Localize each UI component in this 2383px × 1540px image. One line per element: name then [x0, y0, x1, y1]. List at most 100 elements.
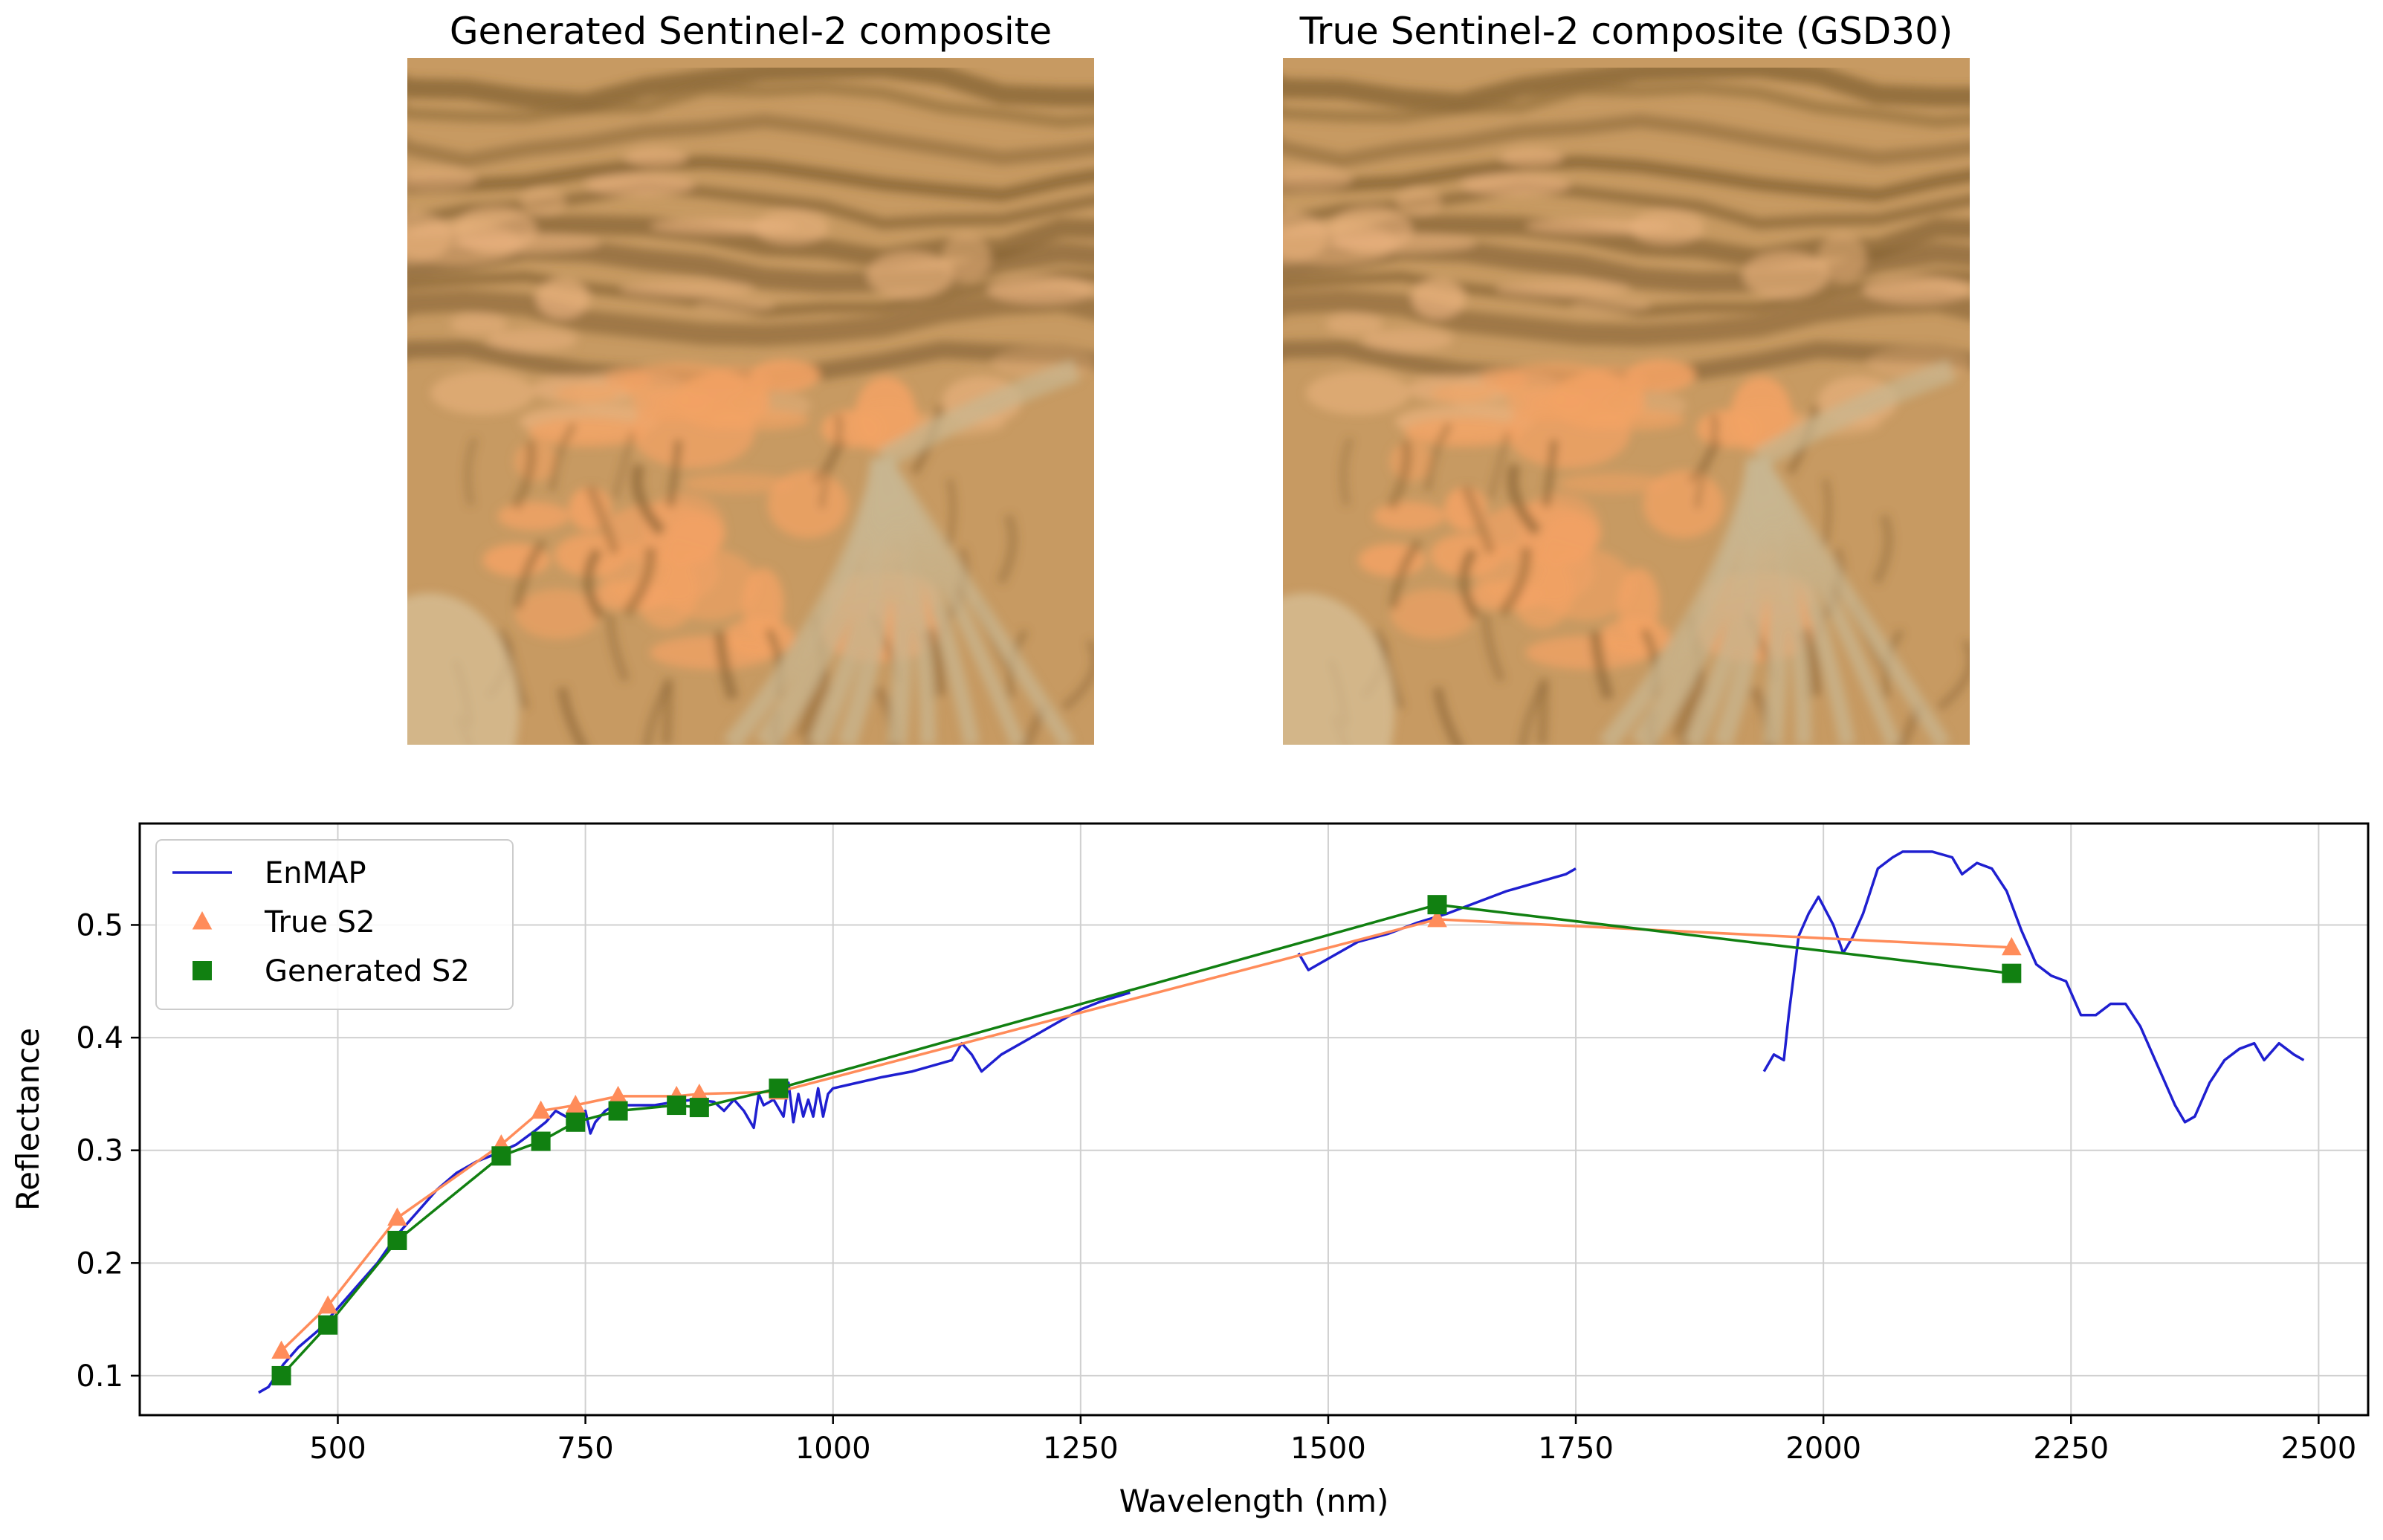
terrain-gully: [585, 484, 621, 555]
true-s2-point: [565, 1095, 586, 1113]
terrain-patch: [867, 251, 954, 299]
terrain-patch: [586, 174, 694, 196]
terrain-gully: [583, 547, 606, 621]
y-tick-label: 0.3: [76, 1134, 123, 1168]
terrain-patch: [1571, 297, 1651, 314]
generated-s2-line: [280, 903, 2012, 1377]
x-tick-label: 750: [557, 1431, 613, 1466]
terrain-slope: [682, 473, 792, 494]
generated-composite-image: [407, 58, 1094, 745]
terrain-patch: [430, 371, 534, 415]
terrain-gully: [1458, 547, 1481, 621]
y-axis-label: Reflectance: [10, 1028, 46, 1211]
true-s2-point: [271, 1340, 291, 1359]
enmap-line-segment: [258, 991, 1131, 1394]
terrain-ridge: [407, 181, 1094, 230]
y-tick-label: 0.1: [76, 1359, 123, 1394]
x-tick-label: 2500: [2280, 1431, 2356, 1466]
terrain-ridge: [1283, 58, 1970, 114]
terrain-canvas: [407, 58, 1094, 745]
generated-s2-point: [318, 1315, 338, 1335]
terrain-gully: [1424, 421, 1453, 491]
terrain-slope: [1643, 470, 1724, 539]
terrain-patch: [1743, 251, 1829, 299]
terrain-patch: [1283, 167, 1352, 191]
generated-composite-title: Generated Sentinel-2 composite: [449, 10, 1053, 53]
terrain-gully: [1695, 439, 1723, 508]
terrain-slope: [662, 549, 758, 621]
terrain-patch: [1412, 278, 1465, 319]
terrain-ridge: [1283, 113, 1970, 168]
terrain-patch: [1629, 210, 1704, 245]
enmap-line-segment: [1762, 850, 2305, 1124]
terrain-gully: [1061, 638, 1094, 711]
terrain-patch: [1283, 222, 1397, 265]
terrain-patch: [1396, 188, 1441, 216]
terrain-gully: [1386, 439, 1412, 511]
terrain-patch: [1495, 280, 1629, 298]
terrain-gully: [549, 421, 578, 491]
plot-frame: [138, 822, 2370, 1417]
terrain-gully: [511, 439, 537, 511]
generated-s2-point: [387, 1230, 407, 1250]
terrain-slope: [555, 384, 619, 403]
x-tick-label: 1250: [1043, 1431, 1119, 1466]
generated-s2-point: [608, 1101, 628, 1121]
terrain-gully: [925, 627, 946, 696]
terrain-ridge: [407, 82, 1094, 129]
series-layer: [258, 850, 2305, 1394]
terrain-gully: [1481, 613, 1506, 682]
generated-s2-point: [667, 1096, 687, 1116]
terrain-gully: [996, 514, 1018, 585]
terrain-slope: [1558, 473, 1667, 494]
terrain-gully: [1497, 546, 1532, 618]
generated-s2-point: [531, 1131, 551, 1151]
terrain-slope: [604, 369, 652, 392]
terrain-ridge: [407, 155, 1094, 202]
terrain-gully: [1388, 539, 1423, 609]
true-s2-point: [2002, 936, 2022, 956]
terrain-ridge: [407, 289, 1094, 346]
terrain-slope: [1507, 395, 1631, 469]
true-s2-line: [280, 918, 2012, 1352]
generated-s2-point: [566, 1112, 586, 1132]
terrain-gully: [464, 437, 479, 506]
true-s2-point: [387, 1207, 407, 1226]
terrain-gully: [666, 439, 683, 508]
terrain-gully: [1507, 463, 1542, 536]
terrain-gully: [661, 678, 673, 745]
true-s2-point: [1427, 908, 1447, 928]
generated-s2-point: [769, 1078, 789, 1099]
terrain-slope: [723, 618, 795, 656]
terrain-gully: [1800, 627, 1822, 696]
terrain-slope: [699, 365, 773, 403]
true-s2-point: [317, 1295, 338, 1314]
terrain-patch: [1325, 314, 1383, 335]
terrain-slope: [1391, 589, 1476, 639]
x-tick-label: 2000: [1785, 1431, 1861, 1466]
spectral-reflectance-chart: 500 750 1000 1250 1500 1750 2000 2250 2500 0.1 0.2…: [10, 822, 2370, 1519]
terrain-gully: [1461, 484, 1496, 555]
terrain-wash: [877, 359, 1081, 469]
generated-s2-point: [1427, 895, 1447, 915]
generated-s2-point: [491, 1146, 511, 1166]
terrain-patch: [1817, 233, 1866, 282]
terrain-patch: [450, 314, 508, 335]
x-tick-label: 500: [309, 1431, 366, 1466]
terrain-gully: [557, 687, 587, 745]
terrain-ridge: [1283, 82, 1970, 129]
x-tick-label: 1750: [1538, 1431, 1614, 1466]
legend-label-true-s2: True S2: [264, 905, 375, 939]
terrain-wash: [876, 455, 1075, 745]
x-axis-label: Wavelength (nm): [1119, 1483, 1389, 1519]
terrain-patch: [1306, 371, 1410, 415]
terrain-gully: [1519, 682, 1548, 745]
terrain-gully: [804, 681, 833, 745]
legend-label-enmap: EnMAP: [265, 856, 366, 890]
generated-s2-point: [689, 1098, 709, 1118]
x-tick-label: 1500: [1290, 1431, 1366, 1466]
terrain-slope: [1480, 369, 1527, 392]
terrain-slope: [1599, 618, 1671, 656]
terrain-patch: [407, 167, 476, 191]
generated-s2-point: [271, 1365, 291, 1385]
